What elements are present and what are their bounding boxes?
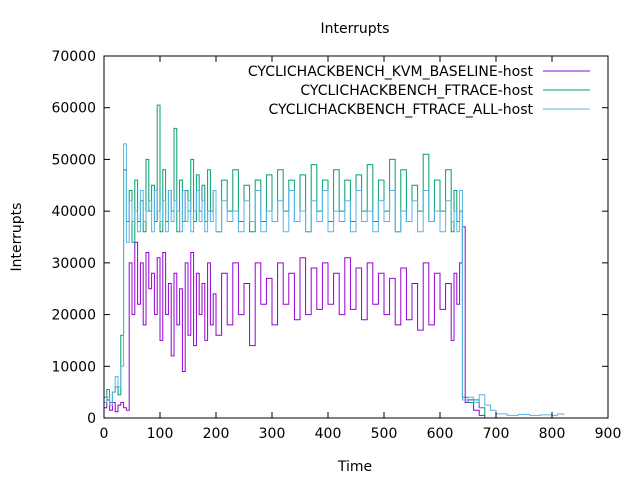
legend-label: CYCLICHACKBENCH_FTRACE-host: [300, 83, 533, 99]
y-tick-label: 20000: [51, 308, 96, 324]
legend: CYCLICHACKBENCH_KVM_BASELINE-host CYCLICH…: [248, 64, 590, 118]
x-tick-label: 300: [259, 426, 286, 442]
y-axis-label: Interrupts: [9, 203, 25, 272]
series-layer: [104, 104, 564, 418]
plot-frame: [103, 55, 609, 419]
y-tick-label: 30000: [51, 256, 96, 272]
series-line-1: [104, 226, 486, 418]
x-tick-label: 600: [427, 426, 454, 442]
x-tick-label: 700: [483, 426, 510, 442]
legend-entry-3: CYCLICHACKBENCH_FTRACE_ALL-host: [268, 102, 590, 118]
y-tick-label: 60000: [51, 101, 96, 117]
x-tick-label: 900: [595, 426, 622, 442]
legend-entry-1: CYCLICHACKBENCH_KVM_BASELINE-host: [248, 64, 590, 80]
legend-label: CYCLICHACKBENCH_FTRACE_ALL-host: [268, 102, 533, 118]
x-tick-label: 200: [203, 426, 230, 442]
x-tick-label: 0: [100, 426, 109, 442]
chart-title: Interrupts: [321, 21, 390, 37]
legend-label: CYCLICHACKBENCH_KVM_BASELINE-host: [248, 64, 534, 80]
y-tick-label: 40000: [51, 204, 96, 220]
x-tick-label: 800: [539, 426, 566, 442]
x-tick-label: 100: [147, 426, 174, 442]
x-axis-label: Time: [337, 459, 372, 475]
legend-entry-2: CYCLICHACKBENCH_FTRACE-host: [300, 83, 590, 99]
series-line-2: [104, 104, 486, 416]
y-axis: 0 10000 20000 30000 40000 50000 60000 70000: [51, 49, 608, 427]
y-tick-label: 50000: [51, 152, 96, 168]
y-tick-label: 70000: [51, 49, 96, 65]
x-axis: 0 100 200 300 400 500 600 700 800 900: [100, 56, 622, 442]
x-tick-label: 500: [371, 426, 398, 442]
x-tick-label: 400: [315, 426, 342, 442]
y-tick-label: 10000: [51, 359, 96, 375]
y-tick-label: 0: [87, 411, 96, 427]
series-line-3: [104, 143, 564, 416]
